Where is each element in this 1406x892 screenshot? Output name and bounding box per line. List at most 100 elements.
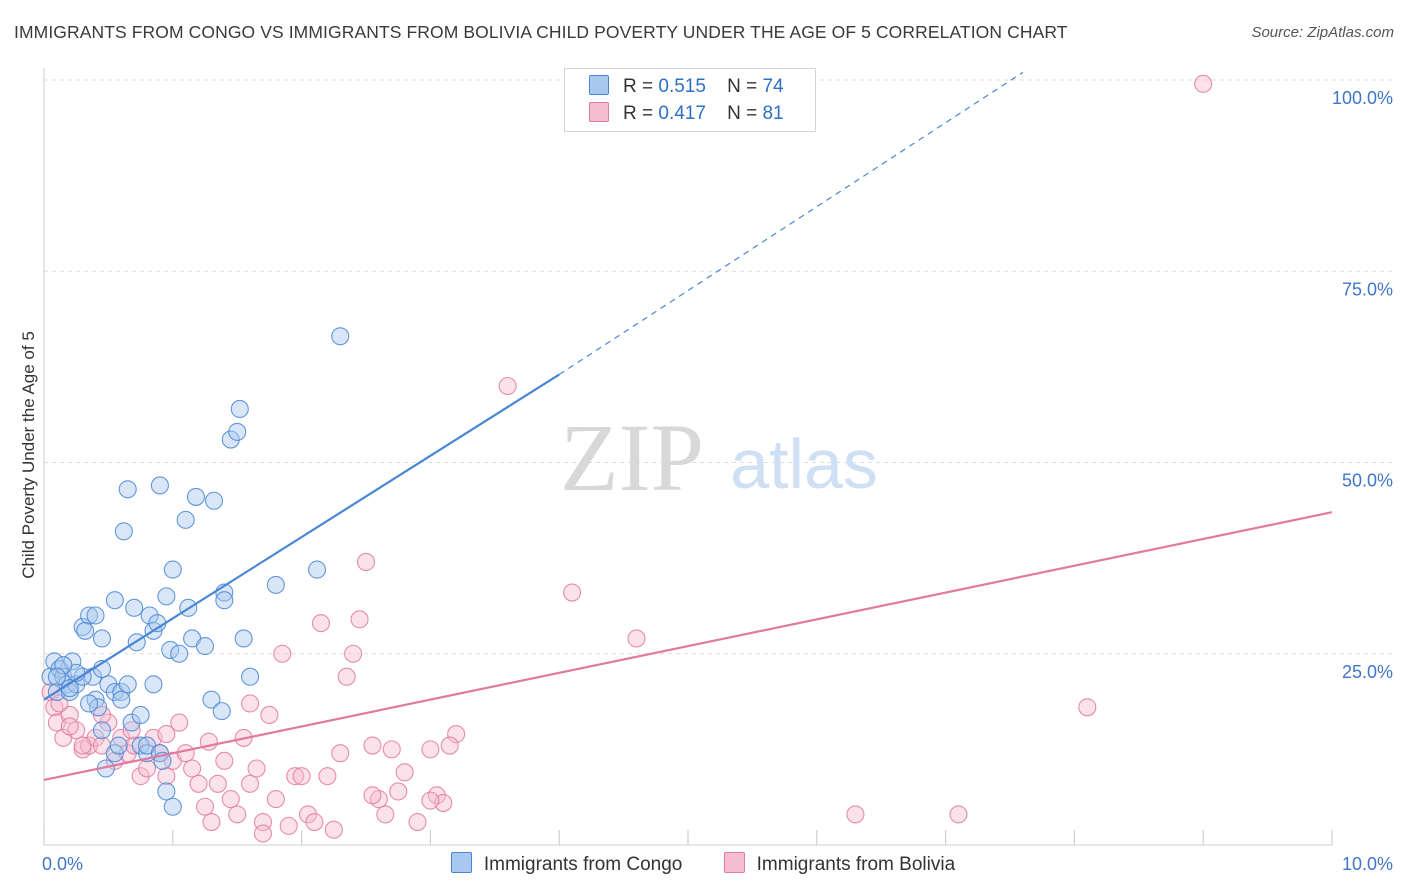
bolivia-point-64 xyxy=(627,629,646,648)
legend-item-bolivia: Immigrants from Bolivia xyxy=(723,852,955,876)
bolivia-point-63 xyxy=(563,583,582,602)
trend-lines xyxy=(43,71,1333,782)
bolivia-n-label: N = xyxy=(727,103,758,124)
congo-point-56 xyxy=(228,422,247,441)
bolivia-point-10 xyxy=(99,713,118,732)
bolivia-point-58 xyxy=(421,740,440,759)
congo-point-62 xyxy=(331,327,350,346)
congo-point-31 xyxy=(131,705,150,725)
congo-point-24 xyxy=(105,591,124,610)
congo-r-label: R = xyxy=(623,76,654,97)
bolivia-point-78 xyxy=(363,786,382,805)
watermark: ZIP atlas xyxy=(560,404,878,511)
source-label: Source: ZipAtlas.com xyxy=(1251,24,1394,41)
bolivia-point-49 xyxy=(350,610,369,629)
congo-point-26 xyxy=(118,480,137,499)
y-tick-label-50: 50.0% xyxy=(1342,471,1393,491)
bolivia-point-46 xyxy=(331,744,350,763)
bolivia-point-68 xyxy=(1078,698,1097,717)
congo-point-11 xyxy=(80,606,99,625)
bolivia-point-16 xyxy=(137,759,157,778)
congo-point-42 xyxy=(161,640,180,659)
congo-point-41 xyxy=(157,587,176,606)
bolivia-point-15 xyxy=(131,767,150,786)
bolivia-point-62 xyxy=(498,376,517,396)
bolivia-point-47 xyxy=(337,667,356,686)
bolivia-point-24 xyxy=(189,774,208,793)
bolivia-point-66 xyxy=(949,805,968,824)
congo-point-45 xyxy=(176,510,195,529)
congo-point-54 xyxy=(215,591,234,610)
congo-point-10 xyxy=(76,621,95,640)
bolivia-point-50 xyxy=(356,552,376,572)
watermark-atlas: atlas xyxy=(730,425,878,503)
congo-point-43 xyxy=(163,560,182,579)
x-tick-label-0: 0.0% xyxy=(42,854,83,874)
legend-bolivia-swatch xyxy=(723,852,745,873)
bolivia-r-label: R = xyxy=(623,103,654,124)
bolivia-point-48 xyxy=(344,644,363,663)
bolivia-point-75 xyxy=(157,725,176,744)
congo-point-28 xyxy=(125,598,144,617)
bolivia-point-32 xyxy=(241,774,260,793)
bolivia-point-41 xyxy=(298,805,318,824)
bolivia-point-57 xyxy=(408,812,427,832)
bolivia-point-25 xyxy=(195,797,215,816)
congo-point-59 xyxy=(241,667,260,686)
bolivia-point-38 xyxy=(279,816,298,835)
bolivia-trend-line xyxy=(43,511,1333,782)
tick-labels: 25.0% 50.0% 75.0% 100.0% 0.0% 10.0% xyxy=(42,88,1393,874)
bolivia-swatch xyxy=(589,102,609,122)
bolivia-point-77 xyxy=(253,824,273,843)
congo-point-25 xyxy=(114,522,133,541)
congo-point-72 xyxy=(80,694,99,713)
bolivia-point-67 xyxy=(1194,74,1213,93)
congo-point-30 xyxy=(131,736,150,755)
bolivia-point-19 xyxy=(157,767,176,786)
bolivia-point-23 xyxy=(183,759,202,778)
x-tick-label-10: 10.0% xyxy=(1342,854,1393,874)
congo-point-0 xyxy=(41,667,60,686)
congo-point-64 xyxy=(163,797,182,816)
bolivia-point-44 xyxy=(318,767,337,786)
bolivia-point-26 xyxy=(202,812,221,832)
congo-trend-extension xyxy=(558,71,1024,376)
congo-point-63 xyxy=(157,782,176,801)
bolivia-point-29 xyxy=(221,790,240,809)
congo-point-50 xyxy=(202,690,221,709)
y-axis-label: Child Poverty Under the Age of 5 xyxy=(19,331,38,579)
bolivia-point-61 xyxy=(447,725,466,744)
bolivia-point-79 xyxy=(440,736,459,755)
bolivia-r-value: 0.417 xyxy=(658,103,706,124)
legend-item-congo: Immigrants from Congo xyxy=(450,852,682,876)
congo-n-label: N = xyxy=(727,76,758,97)
congo-point-16 xyxy=(92,721,112,740)
bolivia-point-76 xyxy=(241,694,260,713)
bolivia-point-21 xyxy=(170,713,189,732)
congo-point-71 xyxy=(118,675,137,694)
congo-point-55 xyxy=(221,430,240,449)
congo-point-14 xyxy=(86,606,105,625)
bolivia-point-7 xyxy=(80,736,99,755)
bolivia-point-74 xyxy=(122,721,141,740)
congo-point-34 xyxy=(140,606,159,625)
legend-row-bolivia: R = 0.417 N = 81 xyxy=(589,102,784,124)
correlation-legend: R = 0.515 N = 74 R = 0.417 N = 81 xyxy=(564,68,816,132)
bolivia-point-54 xyxy=(382,740,401,759)
chart-title: IMMIGRANTS FROM CONGO VS IMMIGRANTS FROM… xyxy=(14,22,1068,42)
congo-point-57 xyxy=(230,399,249,419)
bolivia-point-72 xyxy=(73,736,92,755)
grid-lines xyxy=(44,79,1395,655)
bolivia-point-42 xyxy=(305,812,324,832)
congo-point-48 xyxy=(186,487,206,506)
congo-point-49 xyxy=(195,637,215,656)
congo-point-60 xyxy=(266,575,285,594)
bolivia-point-71 xyxy=(50,694,69,713)
congo-point-15 xyxy=(89,698,108,717)
legend-congo-swatch xyxy=(450,852,472,873)
y-tick-label-100: 100.0% xyxy=(1332,88,1393,108)
congo-point-73 xyxy=(112,690,131,709)
congo-point-51 xyxy=(204,491,224,510)
axes xyxy=(43,68,1333,846)
